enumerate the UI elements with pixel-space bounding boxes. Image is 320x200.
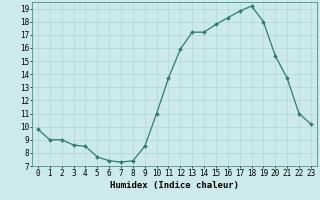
X-axis label: Humidex (Indice chaleur): Humidex (Indice chaleur) [110,181,239,190]
